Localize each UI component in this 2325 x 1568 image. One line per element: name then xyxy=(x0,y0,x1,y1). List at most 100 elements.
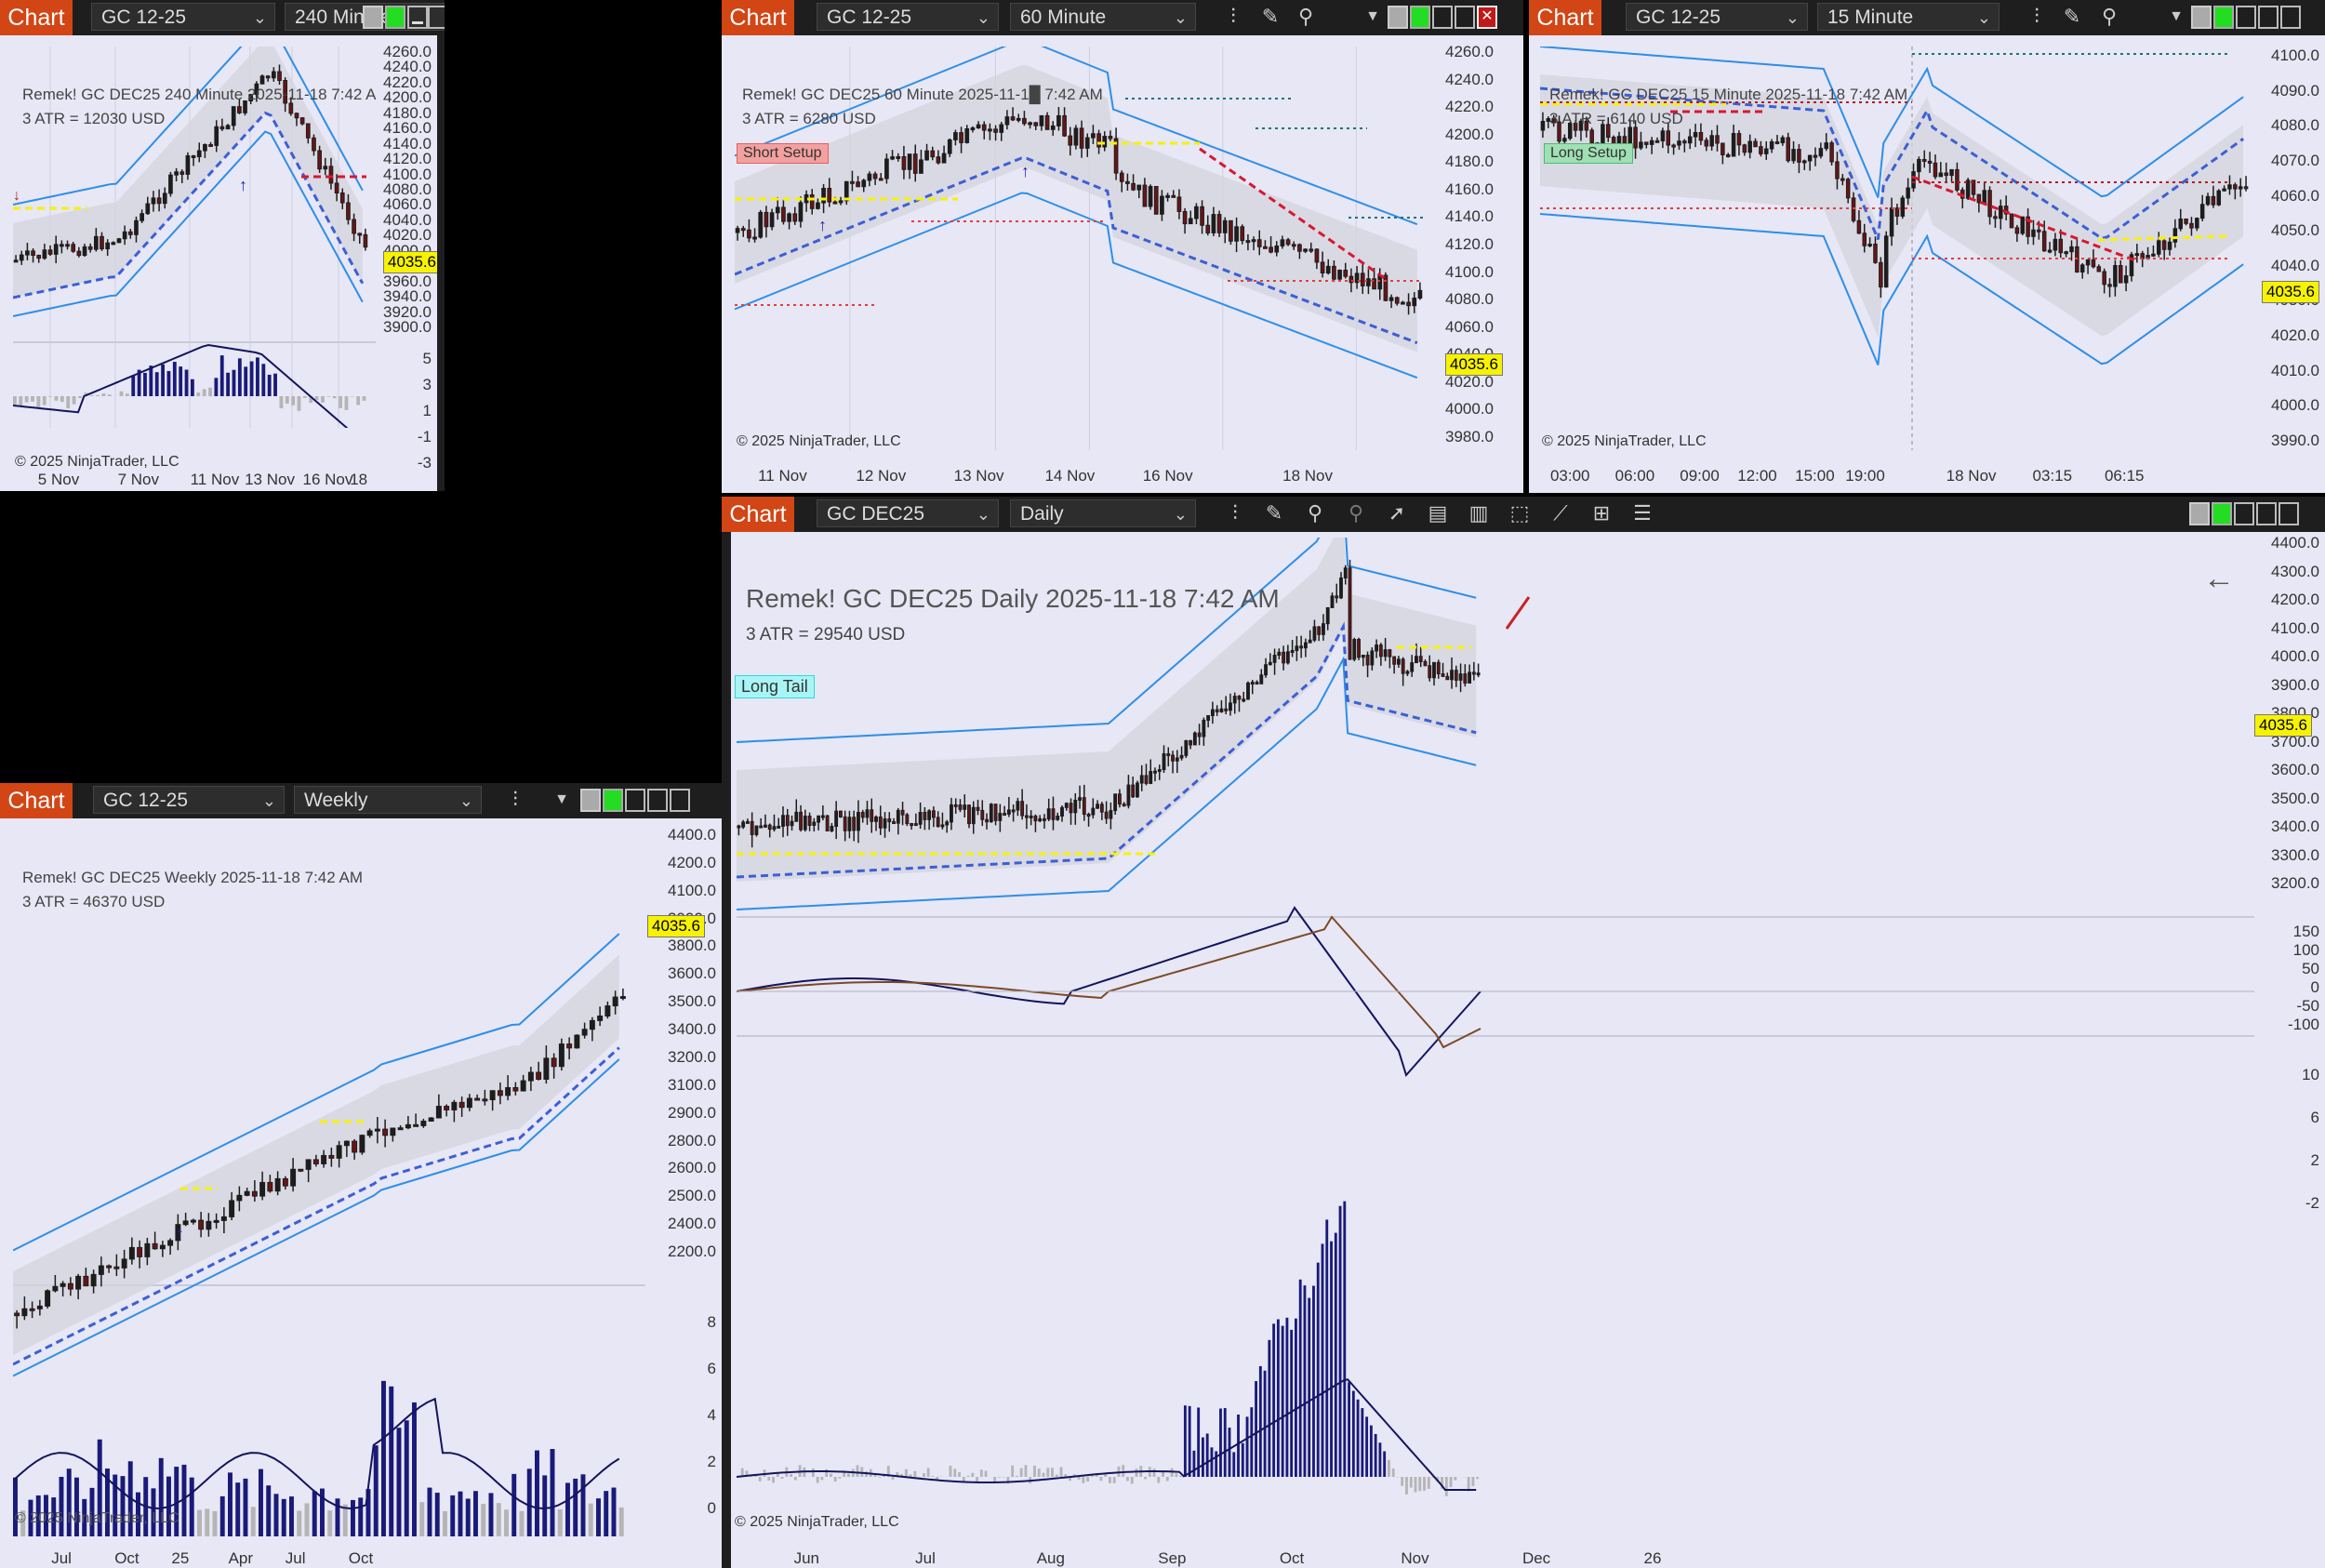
bars-icon[interactable]: ⫶ xyxy=(2034,5,2039,28)
gray-square-button[interactable] xyxy=(2189,502,2210,525)
indicator-icon[interactable]: ⊞ xyxy=(1592,501,1611,525)
timeframe-select[interactable]: Weekly ⌄ xyxy=(294,786,482,814)
timeframe-select[interactable]: 15 Minute ⌄ xyxy=(1817,3,2000,31)
instrument-select[interactable]: GC DEC25 ⌄ xyxy=(817,499,999,527)
candle-body xyxy=(1348,567,1352,660)
candle-body xyxy=(1780,137,1786,144)
histogram-bar xyxy=(949,1466,952,1477)
maximize-button[interactable] xyxy=(2256,502,2277,525)
gray-square-button[interactable] xyxy=(2191,6,2212,29)
zoom-in-icon[interactable]: ⚲ xyxy=(1307,501,1323,525)
histogram-bar xyxy=(1330,1241,1333,1477)
maximize-button[interactable] xyxy=(428,6,445,29)
timeframe-select[interactable]: 60 Minute ⌄ xyxy=(1010,3,1196,31)
time-tick-label: 06:15 xyxy=(2104,467,2145,485)
zoom-in-icon[interactable]: ⚲ xyxy=(2101,5,2118,28)
back-arrow-icon[interactable]: ← xyxy=(2203,561,2235,596)
green-square-button[interactable] xyxy=(603,789,623,812)
chart-tab[interactable]: Chart xyxy=(1529,0,1601,35)
candle-body xyxy=(352,1140,358,1153)
pencil-icon[interactable]: ✎ xyxy=(1265,501,1283,525)
price-plot[interactable]: ↑ ↓ xyxy=(13,47,376,428)
price-plot[interactable]: ↑ ↑ xyxy=(735,47,1434,450)
maximize-button[interactable] xyxy=(2258,6,2278,29)
strategy-icon[interactable]: ⟋ xyxy=(1553,501,1568,525)
candle-body xyxy=(1889,207,1894,237)
gray-square-button[interactable] xyxy=(1388,6,1408,29)
close-button[interactable] xyxy=(670,789,690,812)
candle-body xyxy=(1046,808,1051,820)
price-plot[interactable] xyxy=(1540,47,2260,450)
chevron-down-icon[interactable]: ▼ xyxy=(554,791,569,807)
histogram-bar xyxy=(1325,1219,1329,1477)
candle-body xyxy=(1894,207,1900,217)
histogram-bar xyxy=(1436,1477,1440,1482)
minimize-button[interactable] xyxy=(2236,6,2256,29)
price-plot[interactable] xyxy=(737,538,2254,1548)
bars-icon[interactable]: ⫶ xyxy=(512,788,518,811)
lower-band-line xyxy=(737,656,1477,910)
candle-body xyxy=(581,1029,588,1036)
chevron-down-icon[interactable]: ▼ xyxy=(2169,8,2184,24)
chart-tab[interactable]: Chart xyxy=(722,497,794,532)
histogram-bar xyxy=(1210,1447,1214,1477)
price-plot[interactable]: ↑ xyxy=(13,830,645,1546)
gray-square-button[interactable] xyxy=(363,6,383,29)
close-button[interactable] xyxy=(2278,502,2299,525)
green-square-button[interactable] xyxy=(2212,502,2232,525)
price-tick-label: 3940.0 xyxy=(383,287,432,306)
candle-body xyxy=(1051,808,1056,820)
candle-body xyxy=(931,810,936,818)
price-axis[interactable]: 4100.0 4090.0 4080.0 4070.0 4060.0 4050.0 4040… xyxy=(2260,47,2325,450)
chart-tab[interactable]: Chart xyxy=(0,0,73,35)
minimize-button[interactable] xyxy=(2234,502,2254,525)
green-square-button[interactable] xyxy=(385,6,405,29)
minimize-button[interactable] xyxy=(407,6,428,29)
data-box-icon[interactable]: ▤ xyxy=(1428,501,1448,525)
close-button[interactable]: ✕ xyxy=(1477,6,1497,29)
histogram-bar xyxy=(496,1503,501,1536)
histogram-bar xyxy=(913,1470,917,1477)
timeframe-select[interactable]: Daily ⌄ xyxy=(1010,499,1196,527)
chart-tab[interactable]: Chart xyxy=(0,783,73,818)
maximize-button[interactable] xyxy=(647,789,668,812)
close-button[interactable] xyxy=(2280,6,2301,29)
candle-body xyxy=(919,159,923,174)
candle-body xyxy=(792,213,798,222)
chevron-down-icon[interactable]: ▼ xyxy=(1365,8,1380,24)
zoom-in-icon[interactable]: ⚲ xyxy=(1297,5,1314,28)
histogram-bar xyxy=(297,1510,302,1536)
histogram-bar xyxy=(1276,1319,1280,1477)
histogram-bar xyxy=(820,1477,824,1481)
price-axis[interactable]: 4400.0 4300.0 4200.0 4100.0 4000.0 3900.0 3800… xyxy=(2254,534,2325,1548)
candle-body xyxy=(589,1019,595,1030)
gray-square-button[interactable] xyxy=(580,789,601,812)
candle-body xyxy=(832,201,838,205)
cursor-icon[interactable]: ➚ xyxy=(1388,501,1406,525)
instrument-select[interactable]: GC 12-25 ⌄ xyxy=(93,786,285,814)
instrument-select[interactable]: GC 12-25 ⌄ xyxy=(817,3,999,31)
candle-body xyxy=(764,211,769,228)
instrument-select[interactable]: GC 12-25 ⌄ xyxy=(91,3,275,31)
candle-body xyxy=(1175,757,1179,762)
minimize-button[interactable] xyxy=(625,789,645,812)
properties-icon[interactable]: ☰ xyxy=(1633,501,1652,525)
pencil-icon[interactable]: ✎ xyxy=(2063,5,2081,28)
bars-icon[interactable]: ⫶ xyxy=(1232,501,1238,525)
zoom-out-icon[interactable]: ⚲ xyxy=(1348,501,1364,525)
minimize-button[interactable] xyxy=(1432,6,1453,29)
price-tick-label: 4160.0 xyxy=(1445,179,1494,198)
candle-body xyxy=(896,809,900,824)
chart-tab[interactable]: Chart xyxy=(722,0,794,35)
select-icon[interactable]: ⬚ xyxy=(1509,501,1530,525)
price-axis[interactable]: 4260.0 4240.0 4220.0 4200.0 4180.0 4160.0 4140… xyxy=(1434,43,1499,450)
pencil-icon[interactable]: ✎ xyxy=(1261,5,1280,28)
green-square-button[interactable] xyxy=(2213,6,2234,29)
instrument-select[interactable]: GC 12-25 ⌄ xyxy=(1626,3,1808,31)
price-axis[interactable]: 4260.0 4240.0 4220.0 4200.0 4180.0 4160.0 4140… xyxy=(376,43,437,472)
bars-icon[interactable]: ⫶ xyxy=(1230,5,1236,28)
columns-icon[interactable]: ▥ xyxy=(1468,501,1489,525)
maximize-button[interactable] xyxy=(1455,6,1475,29)
upper-band-line xyxy=(735,47,1418,226)
green-square-button[interactable] xyxy=(1410,6,1430,29)
